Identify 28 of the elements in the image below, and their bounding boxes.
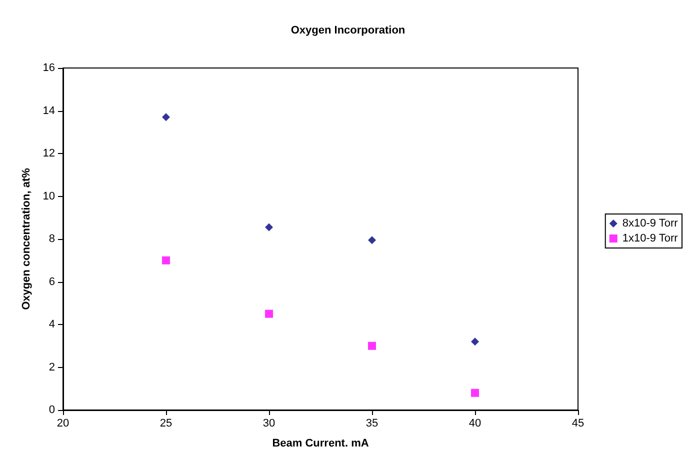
- x-tick-label: 30: [262, 418, 276, 430]
- x-tick-label: 20: [56, 418, 70, 430]
- y-axis-title: Oxygen concentration, at%: [20, 168, 32, 310]
- y-tick-label: 8: [48, 233, 55, 245]
- point: [265, 310, 273, 318]
- point: [471, 388, 479, 397]
- y-tick-label: 6: [48, 276, 55, 288]
- point: [368, 236, 376, 244]
- y-tick-label: 14: [42, 104, 55, 117]
- x-axis-title: Beam Current. mA: [272, 438, 369, 450]
- x-tick-label: 35: [366, 418, 378, 430]
- point: [162, 113, 170, 122]
- y-tick-label: 2: [48, 361, 55, 374]
- chart-title: Oxygen Incorporation: [290, 24, 406, 36]
- y-tick-label: 10: [42, 190, 55, 202]
- y-tick-label: 0: [48, 404, 55, 416]
- point: [265, 223, 273, 232]
- point: [162, 256, 170, 264]
- x-tick-label: 40: [468, 418, 482, 430]
- legend-label: 8x10-9 Torr: [622, 218, 678, 230]
- point: [368, 342, 376, 350]
- y-tick-label: 16: [42, 62, 55, 74]
- x-tick-label: 25: [160, 418, 172, 430]
- x-tick-label: 45: [572, 418, 584, 430]
- y-tick-label: 4: [48, 318, 55, 330]
- legend-label: 1x10-9 Torr: [622, 232, 678, 244]
- y-tick-label: 12: [42, 148, 55, 160]
- point: [471, 338, 479, 346]
